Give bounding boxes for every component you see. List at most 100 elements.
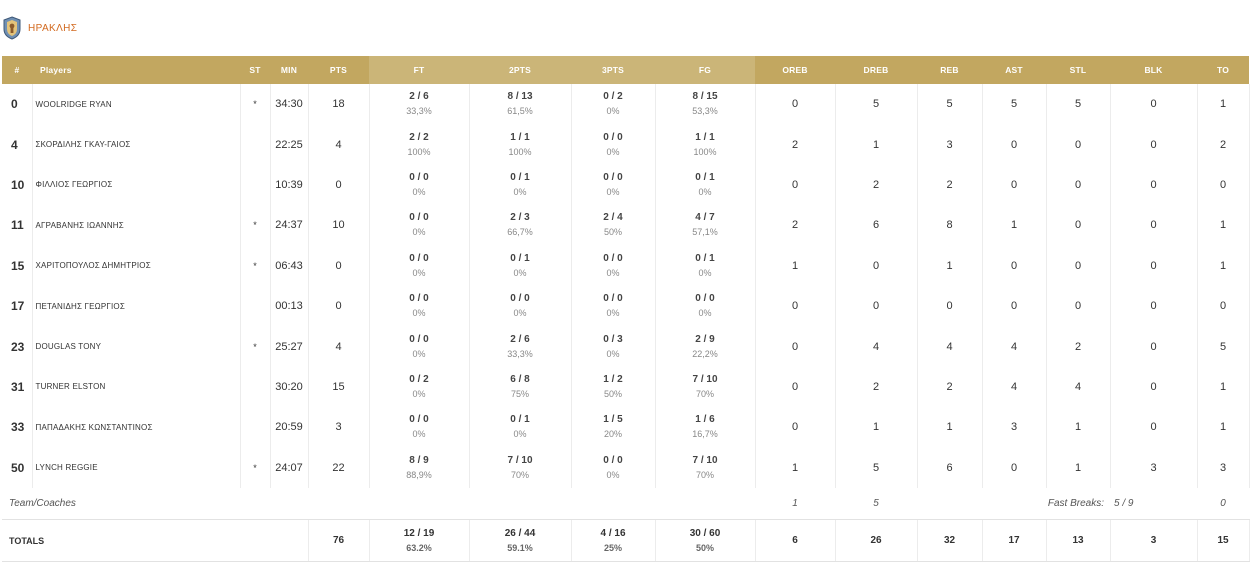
player-ft-made: 8 / 9 [409,454,429,466]
col-header-ast: AST [982,56,1046,84]
player-name-link[interactable]: ΑΓΡΑΒΑΝΗΣ ΙΩΑΝΝΗΣ [32,205,241,246]
player-blk: 0 [1110,124,1198,165]
player-reb: 2 [917,164,983,206]
col-header-2pts: 2PTS [469,56,571,84]
player-ft-pct: 0% [412,429,426,440]
player-2pts-made: 0 / 1 [510,171,530,183]
player-ft-pct: 100% [407,146,431,157]
player-row: 4 ΣΚΟΡΔΙΛΗΣ ΓΚΑΥ-ΓΑΙΟΣ 22:25 4 2 / 2 100% 1 / … [2,124,1250,165]
player-pts: 15 [308,366,370,408]
player-name-link[interactable]: ΣΚΟΡΔΙΛΗΣ ΓΚΑΥ-ΓΑΙΟΣ [32,124,241,165]
totals-ft-pct: 63.2% [406,542,432,553]
col-header-min: MIN [270,56,308,84]
player-dreb: 0 [835,285,918,327]
team-name-link[interactable]: ΗΡΑΚΛΗΣ [28,22,78,34]
player-3pts-pct: 50% [603,227,622,238]
totals-reb: 32 [917,519,983,563]
player-oreb: 2 [755,205,836,246]
starter-mark: * [240,205,271,246]
player-blk: 0 [1110,285,1198,327]
player-fg: 0 / 1 0% [655,164,756,206]
player-dreb: 2 [835,164,918,206]
player-ft-made: 0 / 0 [409,293,429,305]
starter-mark: * [240,326,271,367]
player-3pts: 0 / 3 0% [571,326,656,367]
player-ft-made: 0 / 0 [409,212,429,224]
player-fg-pct: 70% [695,469,714,480]
player-fg-made: 0 / 0 [695,293,715,305]
player-ft-made: 0 / 0 [409,171,429,183]
player-reb: 6 [917,447,983,488]
col-header-stl: STL [1046,56,1110,84]
player-oreb: 2 [755,124,836,165]
player-min: 34:30 [270,84,309,125]
player-3pts-made: 0 / 0 [603,293,623,305]
player-2pts-made: 6 / 8 [510,373,530,385]
player-3pts: 0 / 0 0% [571,447,656,488]
player-2pts-made: 8 / 13 [507,91,533,103]
player-fg-pct: 100% [693,146,717,157]
player-row: 31 TURNER ELSTON 30:20 15 0 / 2 0% 6 / 8 75% 1 /… [2,366,1250,408]
team-to: 0 [1197,487,1249,521]
player-ft-pct: 33,3% [406,106,432,117]
totals-to: 15 [1197,519,1250,563]
player-fg-made: 2 / 9 [695,333,715,345]
player-dreb: 5 [835,84,918,125]
player-oreb: 1 [755,447,836,488]
player-ft: 0 / 2 0% [369,366,470,408]
player-2pts-made: 0 / 0 [510,293,530,305]
player-reb: 2 [917,366,983,408]
player-name-link[interactable]: WOOLRIDGE RYAN [32,84,241,125]
player-ast: 5 [982,84,1047,125]
team-header: ΗΡΑΚΛΗΣ [2,15,77,41]
player-fg: 2 / 9 22,2% [655,326,756,367]
player-2pts-made: 2 / 3 [510,212,530,224]
player-name-link[interactable]: ΧΑΡΙΤΟΠΟΥΛΟΣ ΔΗΜΗΤΡΙΟΣ [32,245,241,286]
totals-fg-made: 30 / 60 [689,527,721,539]
team-coaches-row: Team/Coaches 1 5 Fast Breaks: 5 / 9 0 [2,487,1249,521]
player-number: 31 [2,366,33,408]
player-row: 33 ΠΑΠΑΔΑΚΗΣ ΚΩΝΣΤΑΝΤΙΝΟΣ 20:59 3 0 / 0 0% 0 /… [2,407,1250,448]
player-ast: 0 [982,245,1047,286]
player-blk: 0 [1110,407,1198,448]
player-3pts-made: 0 / 0 [603,131,623,143]
player-stl: 0 [1046,205,1111,246]
player-2pts-pct: 0% [513,429,527,440]
player-name-link[interactable]: TURNER ELSTON [32,366,241,408]
col-header-reb: REB [917,56,982,84]
player-number: 33 [2,407,33,448]
player-name-link[interactable]: ΠΕΤΑΝΙΔΗΣ ΓΕΩΡΓΙΟΣ [32,285,241,327]
player-reb: 8 [917,205,983,246]
totals-3pts-pct: 25% [603,542,622,553]
player-ast: 0 [982,124,1047,165]
player-fg-pct: 0% [698,186,712,197]
totals-blk: 3 [1110,519,1198,563]
player-3pts-pct: 0% [606,186,620,197]
player-3pts-made: 0 / 0 [603,252,623,264]
totals-row: TOTALS 76 12 / 19 63.2% 26 / 44 59.1% 4 / … [2,519,1250,563]
player-3pts-pct: 0% [606,267,620,278]
player-3pts-made: 0 / 0 [603,454,623,466]
player-name-link[interactable]: DOUGLAS TONY [32,326,241,367]
player-3pts-pct: 0% [606,348,620,359]
player-to: 0 [1197,164,1250,206]
player-name-link[interactable]: ΠΑΠΑΔΑΚΗΣ ΚΩΝΣΤΑΝΤΙΝΟΣ [32,407,241,448]
player-blk: 0 [1110,366,1198,408]
player-2pts-made: 0 / 1 [510,252,530,264]
starter-mark: * [240,447,271,488]
player-pts: 0 [308,164,370,206]
player-ft-pct: 0% [412,227,426,238]
player-ft-pct: 0% [412,388,426,399]
player-ft: 0 / 0 0% [369,326,470,367]
player-name-link[interactable]: LYNCH REGGIE [32,447,241,488]
totals-2pts: 26 / 44 59.1% [469,519,572,563]
player-stl: 0 [1046,245,1111,286]
player-ast: 0 [982,164,1047,206]
player-3pts-pct: 20% [603,429,622,440]
player-2pts: 0 / 1 0% [469,164,572,206]
player-pts: 10 [308,205,370,246]
player-number: 4 [2,124,33,165]
player-min: 20:59 [270,407,309,448]
totals-2pts-made: 26 / 44 [504,527,536,539]
player-name-link[interactable]: ΦΙΛΛΙΟΣ ΓΕΩΡΓΙΟΣ [32,164,241,206]
